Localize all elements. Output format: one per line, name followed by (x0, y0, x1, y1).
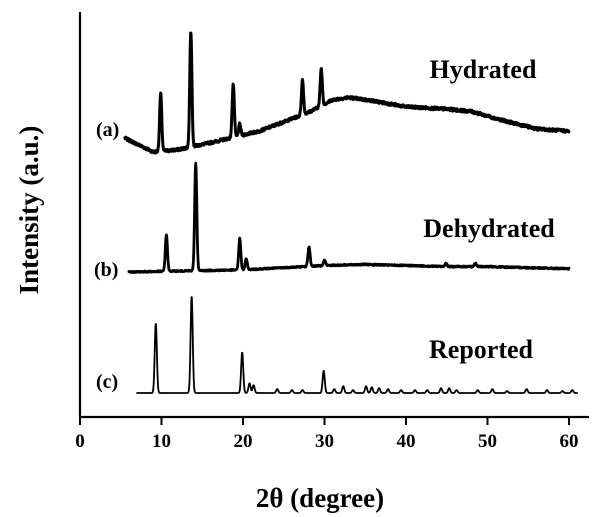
x-tick-label: 50 (478, 431, 497, 452)
diffraction-traces: (a) Hydrated (b) Dehydrated (c) Reported (94, 31, 579, 394)
y-axis-title: Intensity (a.u.) (14, 126, 44, 295)
x-tick-label: 0 (75, 431, 85, 452)
x-axis-ticks: 0 10 20 30 40 50 60 (75, 417, 579, 452)
trace-dehydrated (127, 161, 571, 274)
plot-frame (78, 12, 589, 419)
series-tag: (b) (94, 259, 118, 281)
x-axis-title: 2θ (degree) (256, 483, 384, 513)
series-label: Dehydrated (423, 214, 555, 243)
x-tick-label: 20 (234, 431, 253, 452)
x-tick-label: 60 (560, 431, 579, 452)
x-tick-label: 10 (152, 431, 171, 452)
series-label: Hydrated (430, 55, 537, 84)
series-tag: (a) (96, 119, 119, 141)
x-tick-label: 40 (397, 431, 416, 452)
trace-reported (136, 296, 579, 394)
series-tag: (c) (96, 371, 118, 393)
series-label: Reported (429, 335, 534, 364)
x-tick-label: 30 (315, 431, 334, 452)
trace-hydrated (123, 31, 571, 155)
